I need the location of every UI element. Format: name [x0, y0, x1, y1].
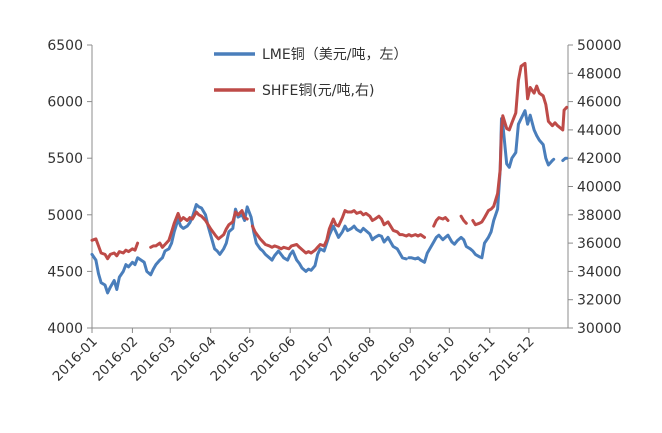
legend-label: LME铜（美元/吨，左） [262, 47, 407, 63]
series-line-segment [90, 237, 140, 261]
series-line-segment [432, 216, 450, 228]
y-right-tick-label: 50000 [577, 38, 622, 54]
series-line-segment [149, 209, 249, 249]
series-layer [90, 61, 569, 295]
series-2 [90, 61, 569, 261]
y-left-tick-label: 4500 [47, 264, 83, 280]
series-line-segment [471, 61, 569, 227]
series-line-segment [459, 214, 468, 225]
y-right-tick-label: 40000 [577, 180, 622, 196]
series-line-segment [250, 209, 426, 255]
y-right-tick-label: 36000 [577, 236, 622, 252]
y-left-tick-label: 4000 [47, 321, 83, 337]
y-right-tick-label: 42000 [577, 151, 622, 167]
y-left-tick-label: 6000 [47, 95, 83, 111]
y-right-tick-label: 34000 [577, 264, 622, 280]
y-right-tick-label: 38000 [577, 208, 622, 224]
y-right-tick-label: 46000 [577, 95, 622, 111]
series-line-segment [407, 109, 556, 264]
series-line-segment [90, 203, 408, 295]
y-left-tick-label: 5000 [47, 208, 83, 224]
legend-label: SHFE铜(元/吨,右) [262, 83, 374, 99]
series-1 [90, 109, 569, 295]
legend-item-1: LME铜（美元/吨，左） [214, 47, 407, 63]
y-left-tick-label: 6500 [47, 38, 83, 54]
y-right-tick-label: 48000 [577, 66, 622, 82]
y-right-tick-label: 32000 [577, 293, 622, 309]
series-line-segment [561, 156, 569, 162]
legend-item-2: SHFE铜(元/吨,右) [214, 83, 374, 99]
y-left-tick-label: 5500 [47, 151, 83, 167]
y-right-tick-label: 30000 [577, 321, 622, 337]
legend: LME铜（美元/吨，左） SHFE铜(元/吨,右) [214, 47, 407, 99]
y-right-tick-label: 44000 [577, 123, 622, 139]
